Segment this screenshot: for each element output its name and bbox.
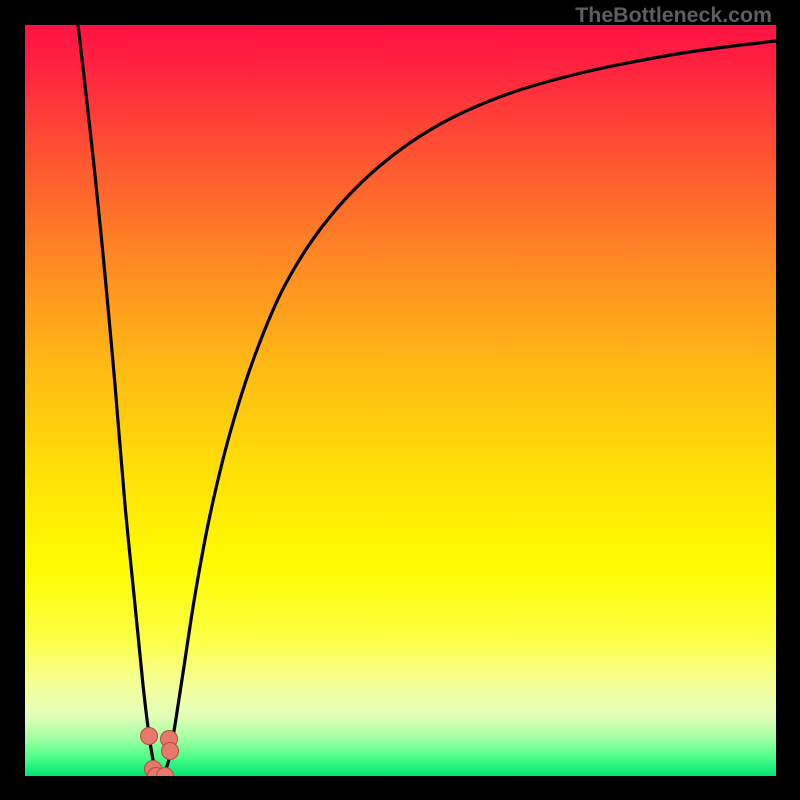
data-marker	[161, 742, 179, 760]
plot-area	[25, 25, 776, 776]
curve-line	[25, 25, 776, 776]
watermark-text: TheBottleneck.com	[575, 3, 772, 28]
chart-root: TheBottleneck.com	[0, 0, 800, 800]
curve-path	[78, 25, 776, 776]
data-marker	[140, 727, 158, 745]
